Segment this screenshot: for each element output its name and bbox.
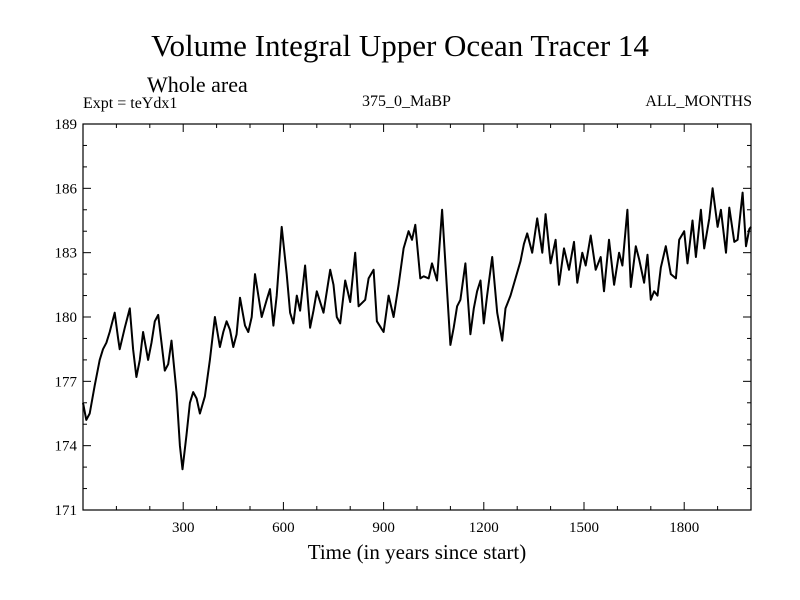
run-label: 375_0_MaBP <box>362 93 451 110</box>
y-tick-label: 186 <box>55 181 78 197</box>
experiment-label: Expt = teYdx1 <box>83 95 178 112</box>
axis-ticks <box>83 123 751 511</box>
y-tick-label: 180 <box>55 310 78 326</box>
x-tick-label: 300 <box>172 520 195 536</box>
y-tick-label: 177 <box>55 374 78 390</box>
x-tick-label: 600 <box>272 520 295 536</box>
chart-subtitle: Whole area <box>147 72 248 97</box>
plot-area-frame <box>82 123 752 511</box>
x-tick-label: 1500 <box>569 520 599 536</box>
y-tick-label: 183 <box>55 246 78 262</box>
y-tick-label: 189 <box>55 117 78 133</box>
series-line <box>82 187 752 471</box>
x-tick-label: 1800 <box>669 520 699 536</box>
x-tick-label: 1200 <box>469 520 499 536</box>
months-label: ALL_MONTHS <box>645 93 752 110</box>
axis-tick-labels: 300 600 900 1200 1500 1800 171 174 177 180 183 186 1… <box>55 117 700 536</box>
y-tick-label: 174 <box>55 439 78 455</box>
x-axis-label: Time (in years since start) <box>307 540 527 564</box>
x-tick-label: 900 <box>372 520 395 536</box>
y-tick-label: 171 <box>55 503 78 519</box>
chart-title: Volume Integral Upper Ocean Tracer 14 <box>151 28 649 63</box>
